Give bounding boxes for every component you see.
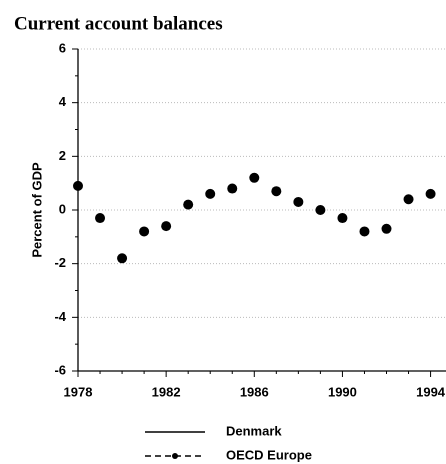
y-tick-label: 6 (59, 40, 66, 55)
point (95, 213, 106, 224)
point (315, 205, 326, 215)
point (139, 226, 150, 237)
y-tick-label: 0 (59, 201, 66, 216)
point (249, 172, 260, 183)
y-tick-label: -4 (54, 309, 66, 324)
y-tick-label: 2 (59, 148, 66, 163)
x-tick-label: 1982 (152, 384, 181, 399)
y-tick-label: 4 (59, 94, 67, 109)
point (337, 213, 348, 224)
chart-title: Current account balances (14, 13, 223, 34)
point (161, 221, 172, 232)
y-axis-label: Percent of GDP (29, 162, 44, 258)
x-tick-label: 1986 (240, 384, 269, 399)
y-tick-label: -2 (54, 255, 66, 270)
point (271, 186, 282, 197)
x-tick-label: 1994 (416, 384, 446, 399)
point (183, 199, 194, 210)
legend-label: OECD Europe (226, 447, 312, 462)
point (359, 226, 370, 237)
legend-label: Denmark (226, 423, 282, 438)
point (381, 223, 392, 234)
point (73, 180, 83, 191)
x-tick-label: 1978 (64, 384, 93, 399)
point (293, 196, 304, 207)
point (425, 188, 436, 199)
point (227, 183, 238, 194)
point (403, 194, 414, 205)
legend-marker (172, 453, 178, 459)
y-tick-label: -6 (54, 362, 66, 377)
point (205, 188, 216, 199)
x-tick-label: 1990 (328, 384, 357, 399)
point (117, 253, 128, 264)
